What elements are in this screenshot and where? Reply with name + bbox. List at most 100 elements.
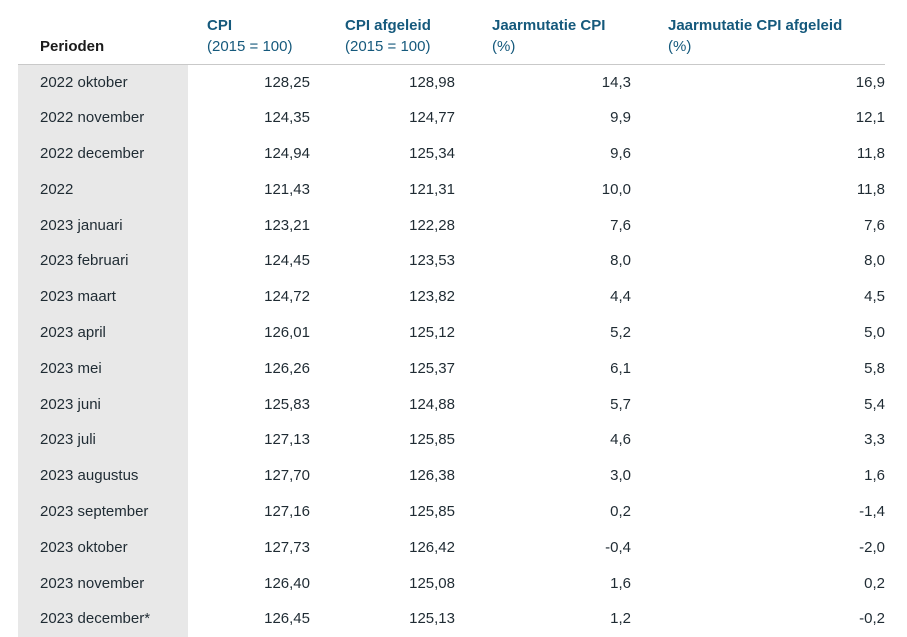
period-label: 2023 augustus	[18, 457, 188, 494]
period-label: 2023 april	[18, 314, 188, 351]
value-cell: 126,01	[264, 323, 310, 341]
value-cell: 11,8	[856, 144, 885, 162]
table-body: 2022 oktober 128,25 128,98 14,3 16,9 2022 nov…	[18, 64, 885, 637]
value-cell: 1,6	[610, 574, 631, 592]
value-cell: -2,0	[859, 538, 885, 556]
column-header-jaarmutatie-cpi: Jaarmutatie CPI (%)	[455, 0, 631, 65]
value-cell: 7,6	[610, 216, 631, 234]
value-cell: 121,31	[409, 180, 455, 198]
value-cell: 0,2	[864, 574, 885, 592]
period-label: 2023 juni	[18, 386, 188, 422]
value-cell: 128,98	[409, 73, 455, 91]
value-cell: 3,0	[610, 467, 631, 485]
value-cell: 124,77	[409, 109, 455, 127]
value-cell: 123,21	[264, 216, 310, 234]
value-cell: 127,73	[264, 538, 310, 556]
value-cell: 5,0	[864, 323, 885, 341]
column-header-cpi-afgeleid: CPI afgeleid (2015 = 100)	[310, 0, 455, 65]
value-cell: 127,16	[264, 502, 310, 520]
period-label: 2023 maart	[18, 278, 188, 315]
period-label: 2022 oktober	[18, 64, 188, 100]
value-cell: 126,42	[409, 538, 455, 556]
period-label: 2022	[18, 171, 188, 208]
column-header-cpi: CPI (2015 = 100)	[188, 0, 310, 65]
period-label: 2023 januari	[18, 207, 188, 243]
value-cell: 125,37	[409, 359, 455, 377]
value-cell: 10,0	[601, 180, 631, 198]
value-cell: 6,1	[610, 359, 631, 377]
value-cell: 127,70	[264, 467, 310, 485]
value-cell: 124,88	[409, 395, 455, 413]
value-cell: 3,3	[864, 431, 885, 449]
value-cell: 127,13	[264, 431, 310, 449]
period-label: 2023 oktober	[18, 529, 188, 566]
period-label: 2023 september	[18, 493, 188, 530]
value-cell: 128,25	[264, 73, 310, 91]
value-cell: 4,5	[864, 288, 885, 306]
value-cell: -0,2	[859, 610, 885, 628]
table-row: 2023 augustus 127,70 126,38 3,0 1,6	[18, 457, 885, 494]
value-cell: 1,2	[610, 610, 631, 628]
value-cell: 1,6	[864, 467, 885, 485]
value-cell: 5,4	[864, 395, 885, 413]
value-cell: 126,45	[264, 610, 310, 628]
value-cell: 5,2	[610, 323, 631, 341]
header-row: Perioden CPI (2015 = 100) CPI afgeleid (…	[18, 0, 885, 65]
period-label: 2023 februari	[18, 242, 188, 279]
value-cell: 8,0	[610, 252, 631, 270]
column-header-label: Perioden	[40, 37, 105, 55]
period-label: 2023 november	[18, 565, 188, 601]
period-label: 2022 november	[18, 99, 188, 136]
value-cell: 0,2	[610, 502, 631, 520]
table-row: 2023 januari 123,21 122,28 7,6 7,6	[18, 207, 885, 243]
value-cell: 124,94	[264, 144, 310, 162]
value-cell: 121,43	[264, 180, 310, 198]
column-header-label: CPI afgeleid	[345, 16, 431, 34]
value-cell: 9,9	[610, 109, 631, 127]
column-header-subtitle: (%)	[668, 37, 692, 55]
value-cell: 125,34	[409, 144, 455, 162]
value-cell: 124,45	[264, 252, 310, 270]
value-cell: 125,08	[409, 574, 455, 592]
table-row: 2023 oktober 127,73 126,42 -0,4 -2,0	[18, 529, 885, 566]
period-label: 2022 december	[18, 135, 188, 172]
period-label: 2023 mei	[18, 350, 188, 387]
value-cell: -1,4	[859, 502, 885, 520]
value-cell: 125,13	[409, 610, 455, 628]
column-header-label: CPI	[207, 16, 233, 34]
value-cell: 12,1	[855, 109, 885, 127]
column-header-label: Jaarmutatie CPI afgeleid	[668, 16, 843, 34]
column-header-subtitle: (2015 = 100)	[207, 37, 293, 55]
value-cell: 125,85	[409, 431, 455, 449]
table-row: 2023 juli 127,13 125,85 4,6 3,3	[18, 421, 885, 458]
value-cell: 4,4	[610, 288, 631, 306]
value-cell: 14,3	[601, 73, 631, 91]
value-cell: 125,85	[409, 502, 455, 520]
table-row: 2023 september 127,16 125,85 0,2 -1,4	[18, 493, 885, 530]
value-cell: 126,26	[264, 359, 310, 377]
value-cell: 16,9	[855, 73, 885, 91]
value-cell: 125,12	[409, 323, 455, 341]
period-label: 2023 december*	[18, 600, 188, 637]
period-label: 2023 juli	[18, 421, 188, 458]
table-row: 2023 mei 126,26 125,37 6,1 5,8	[18, 350, 885, 387]
table-row: 2022 december 124,94 125,34 9,6 11,8	[18, 135, 885, 172]
value-cell: 9,6	[610, 144, 631, 162]
table-row: 2022 oktober 128,25 128,98 14,3 16,9	[18, 64, 885, 100]
cpi-table: Perioden CPI (2015 = 100) CPI afgeleid (…	[18, 0, 885, 637]
value-cell: 122,28	[409, 216, 455, 234]
value-cell: 126,38	[409, 467, 455, 485]
value-cell: -0,4	[605, 538, 631, 556]
value-cell: 5,7	[610, 395, 631, 413]
value-cell: 4,6	[610, 431, 631, 449]
table-row: 2023 februari 124,45 123,53 8,0 8,0	[18, 242, 885, 279]
value-cell: 8,0	[864, 252, 885, 270]
column-header-jaarmutatie-cpi-afgeleid: Jaarmutatie CPI afgeleid (%)	[631, 0, 885, 65]
value-cell: 126,40	[264, 574, 310, 592]
table-row: 2023 maart 124,72 123,82 4,4 4,5	[18, 278, 885, 315]
column-header-subtitle: (%)	[492, 37, 516, 55]
column-header-label: Jaarmutatie CPI	[492, 16, 606, 34]
table-row: 2023 november 126,40 125,08 1,6 0,2	[18, 565, 885, 601]
table-row: 2023 december* 126,45 125,13 1,2 -0,2	[18, 600, 885, 637]
value-cell: 124,72	[264, 288, 310, 306]
